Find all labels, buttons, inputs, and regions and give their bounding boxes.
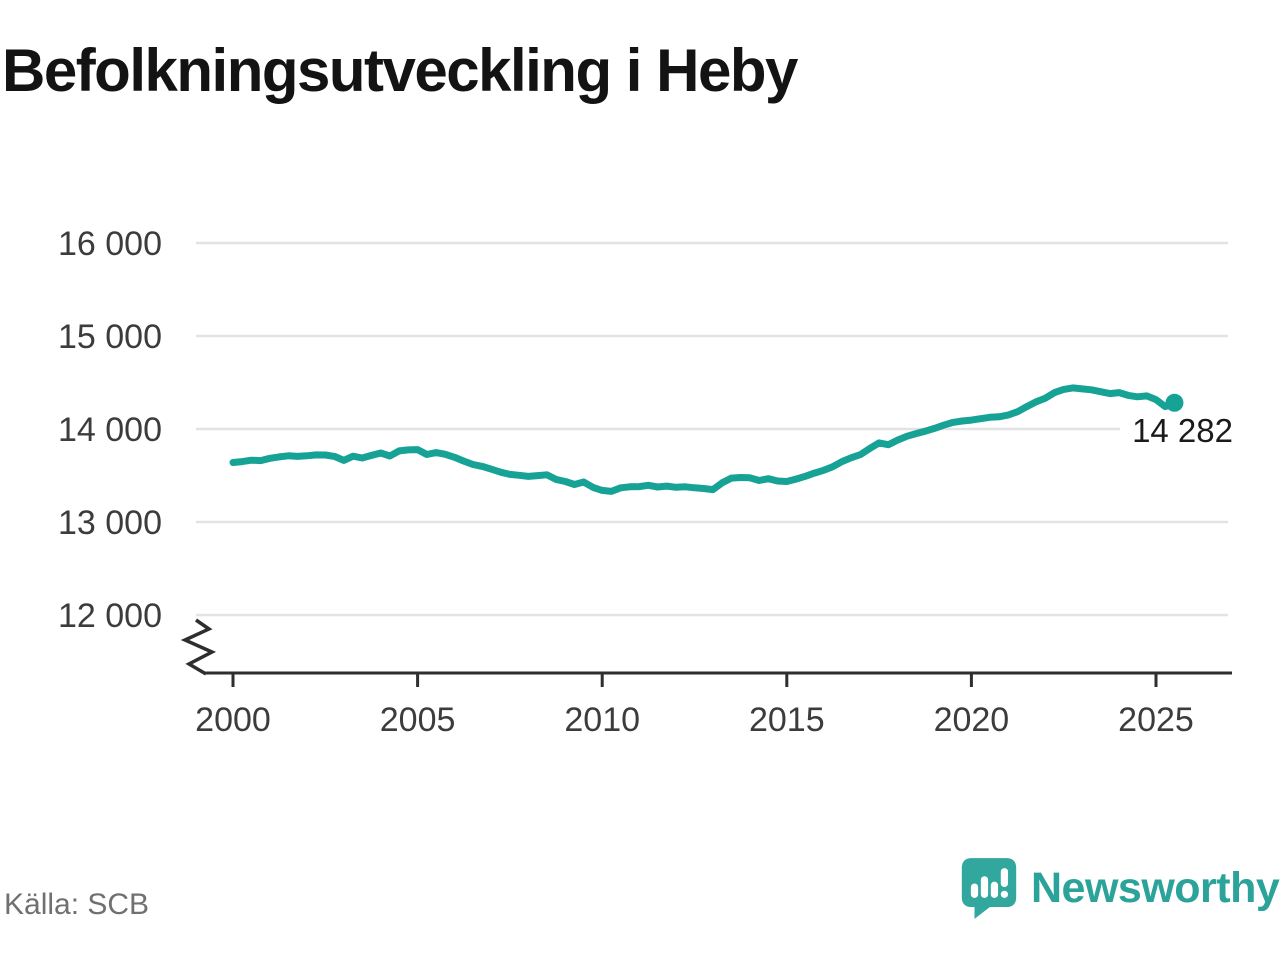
last-value-label: 14 282 (1132, 412, 1233, 449)
y-tick-label: 16 000 (58, 225, 162, 263)
y-tick-label: 15 000 (58, 318, 162, 356)
newsworthy-badge-icon (961, 858, 1017, 919)
source-label: Källa: SCB (4, 888, 150, 921)
newsworthy-wordmark: Newsworthy (1031, 863, 1280, 912)
axis-break-icon (180, 618, 217, 676)
y-tick-label: 13 000 (58, 504, 162, 542)
x-tick-label: 2015 (749, 701, 825, 739)
population-line (229, 384, 1178, 495)
x-tick-label: 2005 (380, 701, 456, 739)
x-tick-label: 2010 (564, 701, 640, 739)
y-tick-label: 12 000 (58, 597, 162, 635)
last-point-marker (1165, 393, 1184, 412)
x-tick-label: 2020 (934, 701, 1010, 739)
x-tick-label: 2000 (195, 701, 271, 739)
x-tick-label: 2025 (1118, 701, 1194, 739)
page-title: Befolkningsutveckling i Heby (2, 37, 798, 104)
newsworthy-logo: Newsworthy (960, 856, 1280, 920)
y-tick-label: 14 000 (58, 411, 162, 449)
